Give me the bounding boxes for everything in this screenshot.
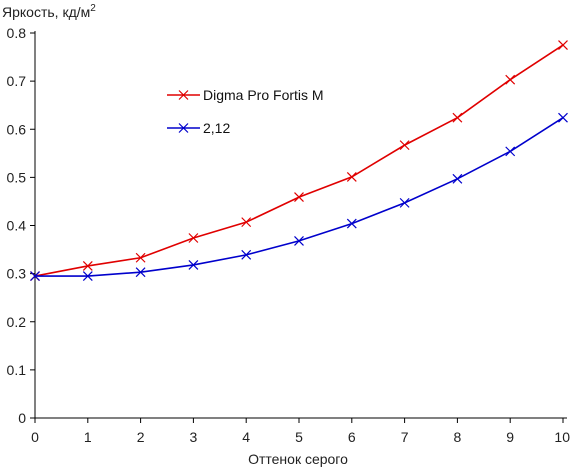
legend-item: Digma Pro Fortis M — [167, 87, 324, 103]
y-tick-label: 0.3 — [7, 266, 27, 282]
y-tick-label: 0.7 — [7, 73, 27, 89]
data-point — [399, 140, 410, 151]
x-tick-label: 10 — [554, 429, 570, 445]
data-point — [82, 271, 93, 281]
legend-label: Digma Pro Fortis M — [203, 87, 324, 103]
data-point — [188, 233, 199, 243]
y-tick-label: 0.4 — [7, 218, 27, 234]
data-point — [188, 260, 199, 270]
x-tick-label: 8 — [454, 429, 462, 445]
x-axis-title: Оттенок серого — [248, 451, 348, 467]
y-tick-label: 0.1 — [7, 362, 27, 378]
x-tick-label: 3 — [190, 429, 198, 445]
x-tick-label: 9 — [506, 429, 514, 445]
data-point — [82, 261, 93, 271]
data-point — [135, 252, 146, 263]
data-point — [346, 171, 357, 182]
y-tick-label: 0.2 — [7, 314, 27, 330]
legend-marker — [178, 123, 189, 133]
y-tick-label: 0 — [18, 410, 26, 426]
x-tick-label: 2 — [137, 429, 145, 445]
x-tick-label: 0 — [31, 429, 39, 445]
data-point — [505, 146, 516, 157]
data-point — [558, 40, 568, 50]
legend-item: 2,12 — [167, 120, 230, 136]
series-1 — [30, 40, 568, 281]
axes — [34, 31, 567, 419]
x-tick-label: 5 — [295, 429, 303, 445]
y-axis-title: Яркость, кд/м2 — [2, 3, 96, 20]
ticks: 0 0.1 0.2 0.3 0.4 0.5 0.6 0.7 0.8 0 1 2 3 4 5 6 7 8 9 10 — [7, 25, 570, 445]
data-point — [30, 271, 40, 281]
data-point — [241, 249, 252, 260]
data-point — [452, 173, 463, 184]
data-point — [399, 197, 410, 208]
data-point — [346, 218, 357, 229]
y-axis-title-text: Яркость, кд/м — [2, 4, 90, 20]
y-tick-label: 0.6 — [7, 121, 27, 137]
y-tick-label: 0.8 — [7, 25, 27, 41]
series-2 — [30, 112, 568, 281]
legend-label: 2,12 — [203, 120, 230, 136]
legend: Digma Pro Fortis M 2,12 — [167, 87, 324, 136]
data-point — [135, 267, 146, 278]
data-point — [294, 192, 304, 203]
y-tick-label: 0.5 — [7, 169, 27, 185]
x-tick-label: 6 — [348, 429, 356, 445]
data-point — [505, 74, 516, 85]
legend-marker — [178, 90, 189, 100]
y-axis-title-superscript: 2 — [90, 3, 96, 14]
x-tick-label: 1 — [84, 429, 92, 445]
data-point — [452, 112, 463, 123]
data-point — [294, 235, 304, 246]
x-tick-label: 4 — [242, 429, 250, 445]
data-point — [241, 217, 252, 228]
series-layer — [30, 40, 568, 281]
data-point — [558, 112, 568, 123]
x-tick-label: 7 — [401, 429, 409, 445]
